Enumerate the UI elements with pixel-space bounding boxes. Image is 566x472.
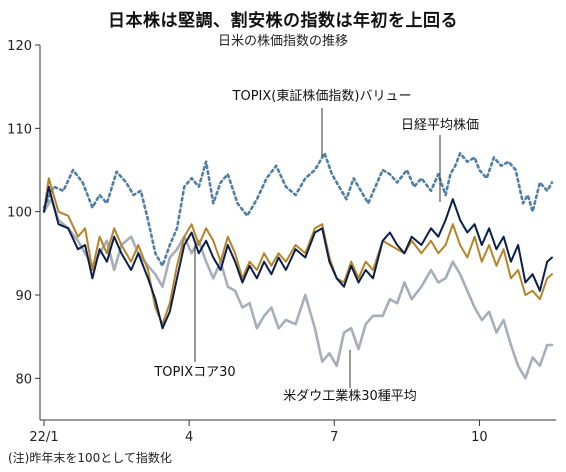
x-tick-label: 22/1 xyxy=(29,430,58,445)
y-tick-label: 120 xyxy=(7,39,32,54)
footnote: (注)昨年末を100として指数化 xyxy=(8,451,172,465)
x-tick-label: 7 xyxy=(330,430,338,445)
nikkei-line xyxy=(43,185,553,330)
y-tick-label: 110 xyxy=(7,122,32,137)
chart-title: 日本株は堅調、割安株の指数は年初を上回る xyxy=(108,11,458,31)
annotation-nikkei: 日経平均株価 xyxy=(401,118,479,133)
y-tick-label: 90 xyxy=(15,289,32,304)
topix-value-line xyxy=(42,152,554,268)
annotation-topix-value: TOPIX(東証株価指数)バリュー xyxy=(232,88,412,104)
annotation-dow: 米ダウ工業株30種平均 xyxy=(283,388,417,404)
y-tick-label: 100 xyxy=(7,206,32,221)
annotation-topix-core30: TOPIXコア30 xyxy=(153,365,235,380)
x-tick-label: 10 xyxy=(471,430,488,445)
chart-subtitle: 日米の株価指数の推移 xyxy=(217,34,348,49)
x-tick-label: 4 xyxy=(185,430,193,445)
y-tick-label: 80 xyxy=(15,372,32,387)
topix-core30-line xyxy=(43,177,553,326)
dow-line xyxy=(42,197,554,380)
